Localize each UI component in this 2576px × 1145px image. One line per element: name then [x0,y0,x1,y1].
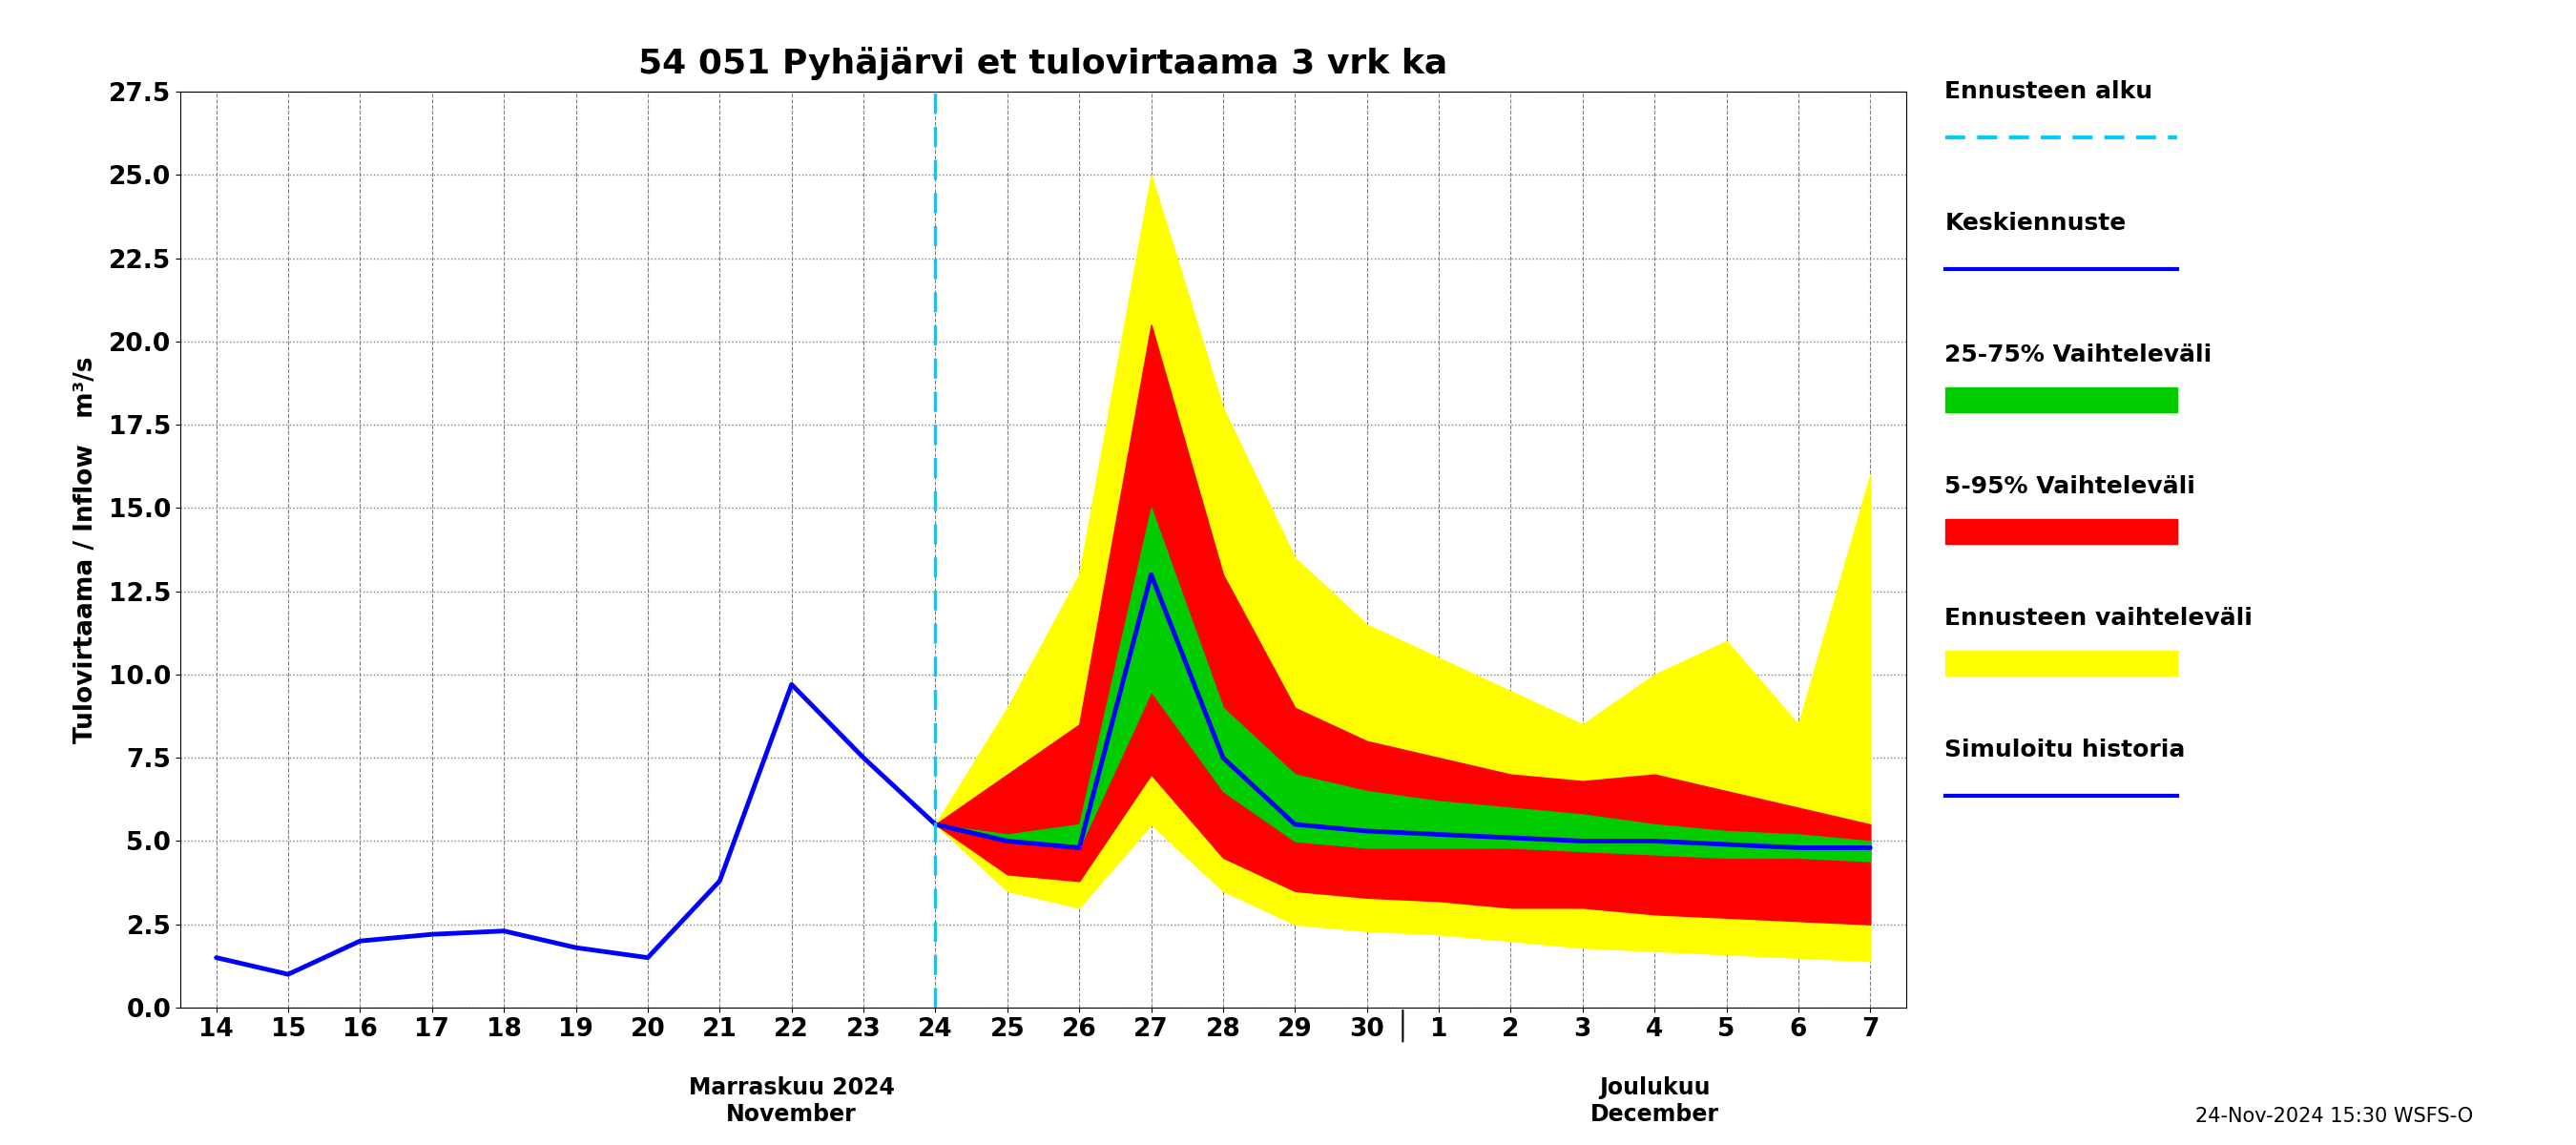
Text: Ennusteen vaihteleväli: Ennusteen vaihteleväli [1945,607,2254,630]
Title: 54 051 Pyhäjärvi et tulovirtaama 3 vrk ka: 54 051 Pyhäjärvi et tulovirtaama 3 vrk k… [639,46,1448,80]
Text: Ennusteen alku: Ennusteen alku [1945,80,2154,103]
Text: 25-75% Vaihteleväli: 25-75% Vaihteleväli [1945,344,2213,366]
Text: 24-Nov-2024 15:30 WSFS-O: 24-Nov-2024 15:30 WSFS-O [2195,1107,2473,1126]
Text: 5-95% Vaihteleväli: 5-95% Vaihteleväli [1945,475,2195,498]
Y-axis label: Tulovirtaama / Inflow   m³/s: Tulovirtaama / Inflow m³/s [72,356,98,743]
Text: Joulukuu
December: Joulukuu December [1589,1076,1718,1126]
Text: Keskiennuste: Keskiennuste [1945,212,2125,235]
Text: Simuloitu historia: Simuloitu historia [1945,739,2184,761]
Text: Marraskuu 2024
November: Marraskuu 2024 November [688,1076,894,1126]
